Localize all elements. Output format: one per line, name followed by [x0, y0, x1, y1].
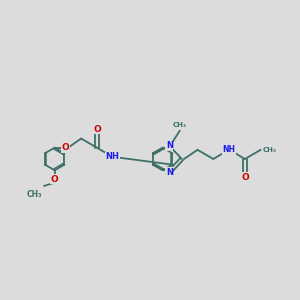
Text: O: O	[241, 173, 249, 182]
Text: O: O	[51, 175, 58, 184]
Text: NH: NH	[223, 146, 236, 154]
Text: CH₃: CH₃	[26, 190, 42, 200]
Text: N: N	[166, 141, 173, 150]
Text: O: O	[93, 125, 101, 134]
Text: CH₃: CH₃	[262, 147, 276, 153]
Text: O: O	[61, 143, 69, 152]
Text: CH₃: CH₃	[173, 122, 187, 128]
Text: NH: NH	[106, 152, 120, 161]
Text: N: N	[166, 168, 173, 177]
